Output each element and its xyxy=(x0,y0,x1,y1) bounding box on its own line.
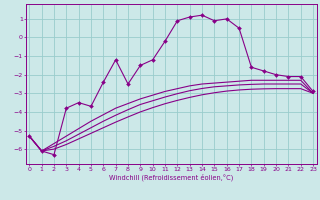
X-axis label: Windchill (Refroidissement éolien,°C): Windchill (Refroidissement éolien,°C) xyxy=(109,174,233,181)
